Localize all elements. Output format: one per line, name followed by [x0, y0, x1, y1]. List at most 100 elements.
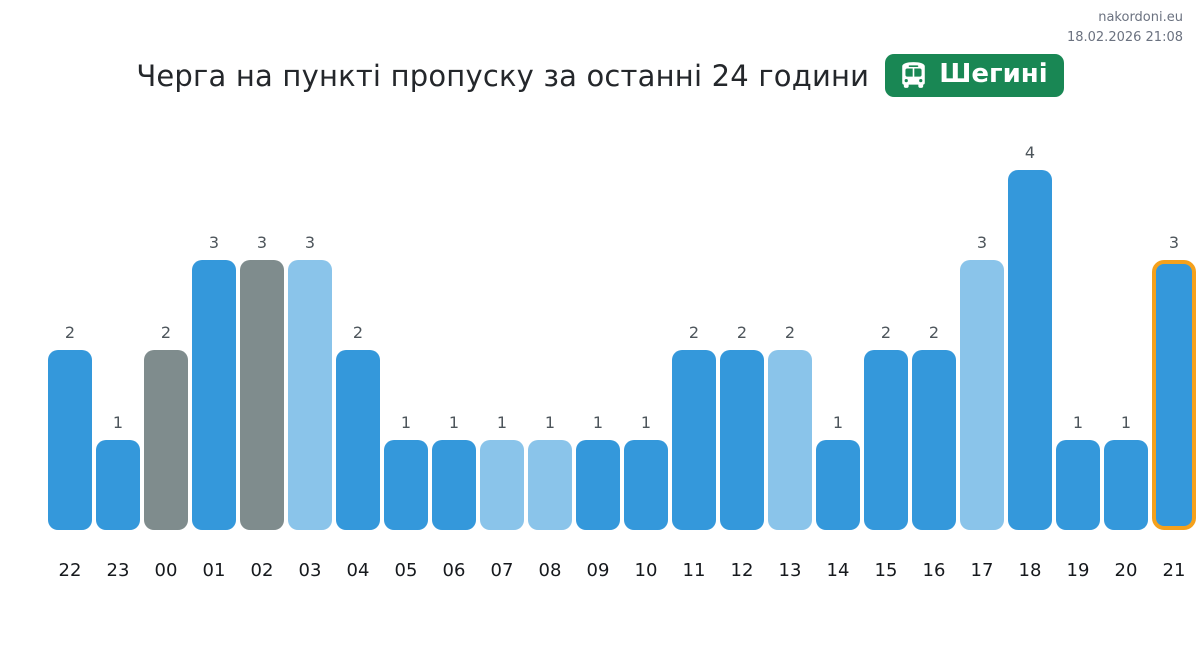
chart-column: 3 03 [288, 170, 332, 581]
bar-hour-21 [1152, 260, 1196, 530]
bar-hour-10 [624, 440, 668, 530]
bar-value-label: 2 [736, 323, 748, 342]
x-axis-label: 13 [778, 560, 802, 581]
x-axis-label: 23 [106, 560, 130, 581]
x-axis-label: 17 [970, 560, 994, 581]
x-axis-label: 12 [730, 560, 754, 581]
chart-column: 1 23 [96, 170, 140, 581]
chart-column: 2 12 [720, 170, 764, 581]
bar-hour-04 [336, 350, 380, 530]
checkpoint-name: Шегині [939, 59, 1048, 89]
bar-hour-17 [960, 260, 1004, 530]
bar-value-label: 2 [352, 323, 364, 342]
bar-value-label: 1 [400, 413, 412, 432]
chart-column: 4 18 [1008, 145, 1052, 581]
chart-column: 1 07 [480, 170, 524, 581]
bar-chart: 2 22 1 23 2 00 3 01 3 02 3 03 2 04 1 05 1 06 1 07 1 08 1 09 1 10 2… [48, 145, 1196, 581]
chart-column: 2 16 [912, 170, 956, 581]
bar-value-label: 1 [448, 413, 460, 432]
x-axis-label: 06 [442, 560, 466, 581]
bar-value-label: 3 [304, 233, 316, 252]
bar-hour-15 [864, 350, 908, 530]
title-row: Черга на пункті пропуску за останні 24 г… [0, 54, 1200, 98]
bar-value-label: 4 [1024, 143, 1036, 162]
bar-hour-11 [672, 350, 716, 530]
bar-hour-20 [1104, 440, 1148, 530]
site-meta: nakordoni.eu 18.02.2026 21:08 [1067, 8, 1183, 47]
x-axis-label: 10 [634, 560, 658, 581]
bar-hour-16 [912, 350, 956, 530]
bar-value-label: 1 [640, 413, 652, 432]
x-axis-label: 15 [874, 560, 898, 581]
timestamp: 18.02.2026 21:08 [1066, 29, 1183, 45]
bar-hour-13 [768, 350, 812, 530]
chart-column: 1 10 [624, 170, 668, 581]
bar-value-label: 2 [64, 323, 76, 342]
x-axis-label: 01 [202, 560, 226, 581]
bar-hour-02 [240, 260, 284, 530]
x-axis-label: 16 [922, 560, 946, 581]
chart-column: 1 06 [432, 170, 476, 581]
x-axis-label: 20 [1114, 560, 1138, 581]
site-name: nakordoni.eu [1098, 10, 1183, 25]
chart-column: 3 21 [1152, 170, 1196, 581]
chart-column: 3 02 [240, 170, 284, 581]
x-axis-label: 05 [394, 560, 418, 581]
chart-column: 1 09 [576, 170, 620, 581]
bar-value-label: 1 [1120, 413, 1132, 432]
x-axis-label: 18 [1018, 560, 1042, 581]
checkpoint-badge: Шегині [885, 54, 1064, 98]
bar-value-label: 3 [976, 233, 988, 252]
x-axis-label: 02 [250, 560, 274, 581]
chart-column: 2 00 [144, 170, 188, 581]
bar-hour-23 [96, 440, 140, 530]
x-axis-label: 03 [298, 560, 322, 581]
bar-hour-05 [384, 440, 428, 530]
bar-hour-18 [1008, 170, 1052, 530]
bar-value-label: 2 [784, 323, 796, 342]
bar-value-label: 1 [1072, 413, 1084, 432]
bar-value-label: 2 [880, 323, 892, 342]
bar-hour-14 [816, 440, 860, 530]
bar-hour-06 [432, 440, 476, 530]
bar-hour-19 [1056, 440, 1100, 530]
bar-value-label: 2 [160, 323, 172, 342]
chart-column: 1 05 [384, 170, 428, 581]
chart-column: 1 14 [816, 170, 860, 581]
bar-value-label: 2 [688, 323, 700, 342]
bar-value-label: 2 [928, 323, 940, 342]
chart-column: 1 20 [1104, 170, 1148, 581]
chart-column: 2 13 [768, 170, 812, 581]
bar-value-label: 1 [832, 413, 844, 432]
bar-hour-01 [192, 260, 236, 530]
x-axis-label: 04 [346, 560, 370, 581]
chart-column: 1 19 [1056, 170, 1100, 581]
bar-value-label: 1 [496, 413, 508, 432]
chart-column: 1 08 [528, 170, 572, 581]
x-axis-label: 09 [586, 560, 610, 581]
x-axis-label: 19 [1066, 560, 1090, 581]
chart-column: 3 17 [960, 170, 1004, 581]
x-axis-label: 00 [154, 560, 178, 581]
x-axis-label: 08 [538, 560, 562, 581]
x-axis-label: 21 [1162, 560, 1186, 581]
chart-column: 2 22 [48, 170, 92, 581]
page-title: Черга на пункті пропуску за останні 24 г… [136, 58, 870, 93]
bar-value-label: 3 [208, 233, 220, 252]
chart-column: 2 04 [336, 170, 380, 581]
bar-hour-07 [480, 440, 524, 530]
bar-hour-00 [144, 350, 188, 530]
bar-hour-12 [720, 350, 764, 530]
chart-column: 2 15 [864, 170, 908, 581]
bus-icon [899, 61, 928, 88]
x-axis-label: 11 [682, 560, 706, 581]
chart-column: 3 01 [192, 170, 236, 581]
bar-value-label: 3 [1168, 233, 1180, 252]
bar-hour-09 [576, 440, 620, 530]
bar-value-label: 1 [592, 413, 604, 432]
x-axis-label: 22 [58, 560, 82, 581]
bar-hour-22 [48, 350, 92, 530]
bar-hour-03 [288, 260, 332, 530]
bar-value-label: 1 [544, 413, 556, 432]
bar-hour-08 [528, 440, 572, 530]
